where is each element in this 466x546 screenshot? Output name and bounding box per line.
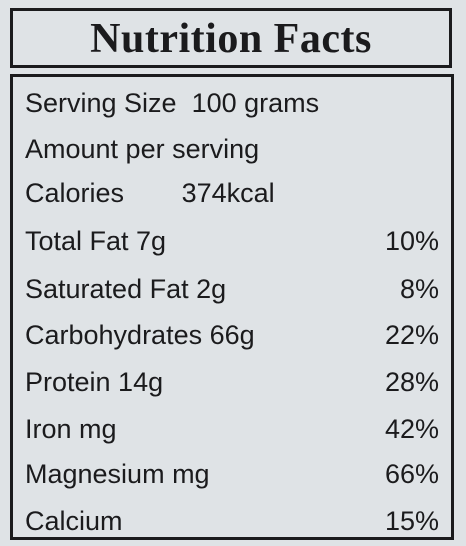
serving-value: 100 grams [191,88,320,118]
serving-row: Serving Size 100 grams [25,87,319,119]
facts-box: Serving Size 100 grams Amount per servin… [10,74,454,540]
nutrient-name: Total Fat 7g [25,226,167,256]
serving-label: Serving Size [25,88,177,118]
nutrient-name: Calcium [25,506,123,536]
nutrient-percent: 42% [384,414,439,444]
nutrient-percent: 22% [384,320,439,350]
title: Nutrition Facts [90,16,372,62]
nutrient-percent: 10% [384,226,439,256]
nutrient-percent: 15% [384,506,439,536]
title-box: Nutrition Facts [10,8,452,68]
nutrient-percent: 28% [384,367,439,397]
nutrient-name: Iron mg [25,414,117,444]
nutrient-percent: 8% [399,274,439,304]
amount-row: Amount per serving [25,134,260,164]
calories-value: 374kcal [181,178,275,208]
nutrient-name: Carbohydrates 66g [25,320,255,350]
calories-label: Calories [25,178,125,208]
nutrient-name: Magnesium mg [25,459,210,489]
nutrient-name: Saturated Fat 2g [25,274,227,304]
nutrient-percent: 66% [384,459,439,489]
calories-row: Calories 374kcal [25,177,275,209]
nutrient-name: Protein 14g [25,367,164,397]
